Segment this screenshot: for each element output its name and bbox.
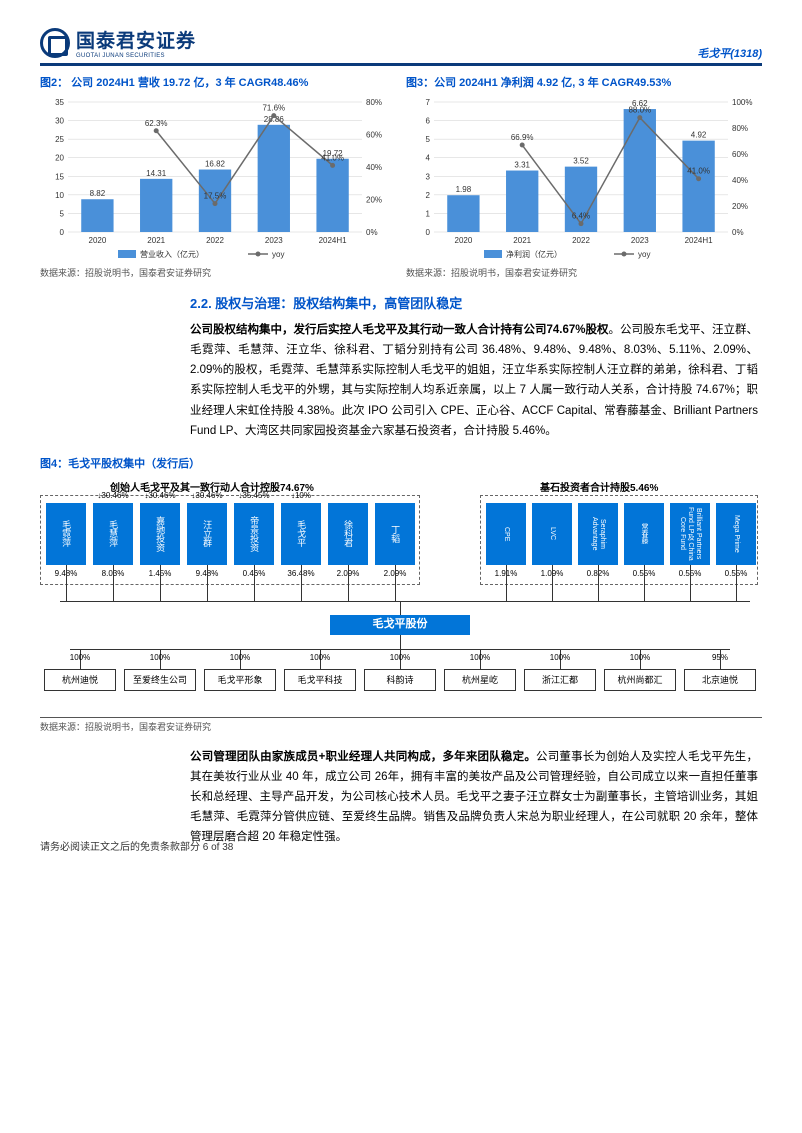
svg-text:yoy: yoy <box>272 250 284 259</box>
svg-text:15: 15 <box>55 172 64 181</box>
svg-text:62.3%: 62.3% <box>145 119 168 128</box>
svg-text:0: 0 <box>426 228 431 237</box>
stock-tag: 毛戈平(1318) <box>697 45 762 61</box>
fig2-title: 图2： 公司 2024H1 营收 19.72 亿，3 年 CAGR48.46% <box>40 74 396 90</box>
page-header: 国泰君安证券 GUOTAI JUNAN SECURITIES 毛戈平(1318) <box>40 26 762 66</box>
svg-text:1.98: 1.98 <box>456 185 472 194</box>
svg-text:80%: 80% <box>732 124 748 133</box>
svg-text:3.52: 3.52 <box>573 157 589 166</box>
svg-text:60%: 60% <box>732 150 748 159</box>
svg-text:30: 30 <box>55 117 64 126</box>
svg-text:2024H1: 2024H1 <box>319 236 348 245</box>
svg-text:41.0%: 41.0% <box>321 153 344 162</box>
svg-text:40%: 40% <box>732 176 748 185</box>
brand-en: GUOTAI JUNAN SECURITIES <box>76 53 196 59</box>
brand-logo-icon <box>40 28 70 58</box>
svg-text:17.5%: 17.5% <box>204 192 227 201</box>
svg-text:6.4%: 6.4% <box>572 212 590 221</box>
svg-text:5: 5 <box>426 135 431 144</box>
svg-text:3: 3 <box>426 172 431 181</box>
svg-text:净利润（亿元）: 净利润（亿元） <box>506 249 562 259</box>
para-2: 公司管理团队由家族成员+职业经理人共同构成，多年来团队稳定。公司董事长为创始人及… <box>190 747 758 848</box>
svg-text:20: 20 <box>55 154 64 163</box>
svg-text:2020: 2020 <box>89 236 107 245</box>
page-footer: 请务必阅读正文之后的免责条款部分 6 of 38 <box>40 838 233 853</box>
brand-cn: 国泰君安证券 <box>76 26 196 53</box>
section-heading: 2.2. 股权与治理：股权结构集中，高管团队稳定 <box>190 293 762 312</box>
svg-text:14.31: 14.31 <box>146 169 167 178</box>
svg-text:8.82: 8.82 <box>90 189 106 198</box>
svg-text:20%: 20% <box>732 202 748 211</box>
svg-text:2023: 2023 <box>265 236 283 245</box>
svg-text:80%: 80% <box>366 98 382 107</box>
figure-2: 图2： 公司 2024H1 营收 19.72 亿，3 年 CAGR48.46% … <box>40 74 396 279</box>
svg-text:2022: 2022 <box>206 236 224 245</box>
svg-text:88.0%: 88.0% <box>628 106 651 115</box>
svg-text:3.31: 3.31 <box>514 161 530 170</box>
svg-text:yoy: yoy <box>638 250 650 259</box>
figure-3: 图3：公司 2024H1 净利润 4.92 亿, 3 年 CAGR49.53% … <box>406 74 762 279</box>
fig4-source: 数据来源：招股说明书，国泰君安证券研究 <box>40 717 762 733</box>
svg-text:100%: 100% <box>732 98 752 107</box>
svg-text:1: 1 <box>426 209 431 218</box>
svg-text:4.92: 4.92 <box>691 131 707 140</box>
svg-text:41.0%: 41.0% <box>687 167 710 176</box>
svg-text:40%: 40% <box>366 163 382 172</box>
svg-text:2021: 2021 <box>513 236 531 245</box>
svg-text:2024H1: 2024H1 <box>685 236 714 245</box>
fig4-title: 图4：毛戈平股权集中（发行后） <box>40 455 762 471</box>
svg-text:25: 25 <box>55 135 64 144</box>
fig3-chart: 0 1 2 3 4 5 6 7 0% 20% 40% 60% 80% 100% 1.98 2020 3.31 20… <box>406 94 756 264</box>
svg-text:71.6%: 71.6% <box>262 104 285 113</box>
svg-text:6: 6 <box>426 117 431 126</box>
fig4-org-chart: 创始人毛戈平及其一致行动人合计控股74.67%基石投资者合计持股5.46%毛霓萍… <box>40 475 762 715</box>
fig2-source: 数据来源：招股说明书，国泰君安证券研究 <box>40 266 396 279</box>
svg-text:2022: 2022 <box>572 236 590 245</box>
svg-text:20%: 20% <box>366 196 382 205</box>
svg-text:0%: 0% <box>732 228 744 237</box>
brand-block: 国泰君安证券 GUOTAI JUNAN SECURITIES <box>76 26 196 59</box>
svg-text:4: 4 <box>426 154 431 163</box>
svg-text:66.9%: 66.9% <box>511 133 534 142</box>
svg-text:2: 2 <box>426 191 431 200</box>
svg-text:16.82: 16.82 <box>205 160 226 169</box>
svg-text:7: 7 <box>426 98 431 107</box>
fig3-title: 图3：公司 2024H1 净利润 4.92 亿, 3 年 CAGR49.53% <box>406 74 762 90</box>
svg-text:60%: 60% <box>366 131 382 140</box>
svg-text:2021: 2021 <box>147 236 165 245</box>
para-1: 公司股权结构集中，发行后实控人毛戈平及其行动一致人合计持有公司74.67%股权。… <box>190 320 758 441</box>
fig3-source: 数据来源：招股说明书，国泰君安证券研究 <box>406 266 762 279</box>
svg-text:0: 0 <box>60 228 65 237</box>
svg-text:10: 10 <box>55 191 64 200</box>
svg-text:35: 35 <box>55 98 64 107</box>
svg-text:营业收入（亿元）: 营业收入（亿元） <box>140 249 204 259</box>
svg-text:0%: 0% <box>366 228 378 237</box>
svg-text:2023: 2023 <box>631 236 649 245</box>
fig2-chart: 0 5 10 15 20 25 30 35 0% 20% 40% 60% 80% 8.82 2020 14.3… <box>40 94 390 264</box>
svg-text:5: 5 <box>60 209 65 218</box>
svg-text:2020: 2020 <box>455 236 473 245</box>
